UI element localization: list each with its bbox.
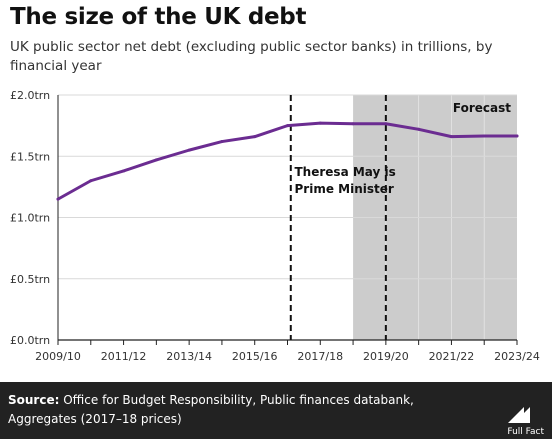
annotation-text: Prime Minister	[295, 182, 394, 196]
source-label: Source:	[8, 393, 60, 407]
x-tick-label: 2017/18	[297, 350, 343, 363]
data-point	[318, 121, 322, 125]
annotation-text: Theresa May is	[295, 165, 396, 179]
debt-line-chart: £0.0trn £0.5trn £1.0trn £1.5trn £2.0trn 2009/…	[10, 89, 540, 363]
data-point	[154, 158, 158, 162]
chart-title: The size of the UK debt	[10, 4, 307, 30]
data-point	[220, 140, 224, 144]
logo-text: Full Fact	[507, 427, 544, 437]
source-note: Source: Office for Budget Responsibility…	[8, 391, 478, 429]
x-tick-label: 2013/14	[166, 350, 212, 363]
y-tick-label: £0.5trn	[10, 273, 50, 286]
y-tick-label: £1.5trn	[10, 150, 50, 163]
x-tick-label: 2009/10	[35, 350, 81, 363]
data-point	[384, 122, 388, 126]
data-point	[482, 134, 486, 138]
full-fact-logo-icon	[508, 407, 530, 423]
data-point	[351, 122, 355, 126]
chart-subtitle: UK public sector net debt (excluding pub…	[10, 39, 493, 74]
x-tick-label: 2019/20	[363, 350, 409, 363]
x-tick-label: 2011/12	[101, 350, 147, 363]
data-point	[122, 169, 126, 173]
y-tick-label: £1.0trn	[10, 212, 50, 225]
data-point	[286, 124, 289, 128]
y-tick-label: £2.0trn	[10, 89, 50, 102]
forecast-label: Forecast	[453, 101, 511, 115]
data-point	[187, 148, 191, 152]
data-point	[56, 197, 60, 201]
x-tick-label: 2015/16	[232, 350, 278, 363]
data-point	[515, 134, 519, 138]
data-point	[449, 135, 453, 139]
x-tick-label: 2023/24	[494, 350, 540, 363]
footer: Source: Office for Budget Responsibility…	[0, 382, 552, 439]
data-point	[253, 135, 257, 139]
x-tick-label: 2021/22	[429, 350, 475, 363]
data-point	[89, 179, 93, 183]
source-text: Office for Budget Responsibility, Public…	[8, 393, 414, 426]
y-tick-label: £0.0trn	[10, 334, 50, 347]
data-point	[417, 127, 421, 131]
